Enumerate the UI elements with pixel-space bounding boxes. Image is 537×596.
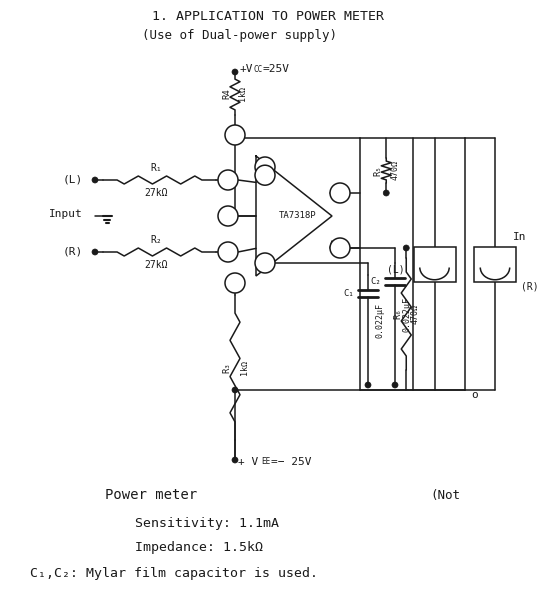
Circle shape: [92, 177, 98, 183]
Text: 6: 6: [225, 247, 231, 257]
Text: 470Ω: 470Ω: [411, 304, 420, 324]
Text: =− 25V: =− 25V: [271, 457, 311, 467]
Text: Sensitivity: 1.1mA: Sensitivity: 1.1mA: [135, 517, 279, 529]
Text: 27kΩ: 27kΩ: [145, 188, 168, 198]
Circle shape: [225, 125, 245, 145]
Circle shape: [232, 387, 238, 393]
Circle shape: [403, 245, 409, 251]
Text: 7: 7: [337, 243, 343, 253]
Text: R4: R4: [222, 88, 231, 99]
Text: (Use of Dual-power supply): (Use of Dual-power supply): [142, 29, 337, 42]
Text: 1kΩ: 1kΩ: [238, 86, 248, 101]
Text: 1kΩ: 1kΩ: [240, 360, 249, 375]
Circle shape: [225, 273, 245, 293]
Bar: [474, 247, 516, 281]
Text: +V: +V: [240, 64, 253, 74]
Text: (L): (L): [387, 264, 404, 274]
Text: TA7318P: TA7318P: [279, 212, 317, 221]
Text: (Not: (Not: [430, 489, 460, 501]
Text: C₁,C₂: Mylar film capacitor is used.: C₁,C₂: Mylar film capacitor is used.: [30, 567, 318, 579]
Text: 470Ω: 470Ω: [391, 160, 400, 181]
Text: 2: 2: [262, 170, 268, 180]
Text: R₅: R₅: [374, 165, 383, 176]
Circle shape: [392, 382, 398, 388]
Text: CC: CC: [253, 64, 262, 73]
Text: 1. APPLICATION TO POWER METER: 1. APPLICATION TO POWER METER: [152, 10, 384, 23]
Circle shape: [330, 183, 350, 203]
Text: power: power: [413, 252, 422, 277]
Text: (L): (L): [63, 175, 83, 185]
Text: 3: 3: [262, 258, 268, 268]
Circle shape: [232, 457, 238, 463]
Text: 0.022μF: 0.022μF: [403, 296, 411, 331]
Text: 0.022μF: 0.022μF: [375, 303, 384, 337]
Circle shape: [218, 206, 238, 226]
Circle shape: [218, 242, 238, 262]
Circle shape: [232, 69, 238, 75]
Text: C₂: C₂: [370, 277, 381, 286]
Polygon shape: [256, 156, 332, 276]
Text: In: In: [513, 231, 527, 241]
Bar: [413, 247, 455, 281]
Text: 27kΩ: 27kΩ: [145, 260, 168, 270]
Text: 1: 1: [225, 211, 231, 221]
Text: + V: + V: [238, 457, 258, 467]
Text: R₁: R₁: [150, 163, 162, 173]
Text: Input: Input: [49, 209, 83, 219]
Text: R₆: R₆: [394, 309, 403, 319]
Text: C₁: C₁: [343, 289, 354, 298]
Text: Impedance: 1.5kΩ: Impedance: 1.5kΩ: [135, 542, 263, 554]
Circle shape: [255, 165, 275, 185]
Circle shape: [92, 249, 98, 255]
Text: o: o: [471, 390, 478, 400]
Circle shape: [365, 382, 371, 388]
Circle shape: [255, 253, 275, 273]
Text: (R): (R): [63, 247, 83, 257]
Text: EE: EE: [261, 458, 270, 467]
Circle shape: [218, 170, 238, 190]
Circle shape: [330, 238, 350, 258]
Circle shape: [255, 157, 275, 177]
Text: 8: 8: [337, 188, 343, 198]
Text: 4: 4: [225, 175, 231, 185]
Circle shape: [383, 190, 389, 196]
Text: (R): (R): [521, 281, 537, 291]
Text: R₂: R₂: [150, 235, 162, 245]
Text: =25V: =25V: [263, 64, 290, 74]
Text: meter: meter: [421, 252, 430, 277]
Text: R₃: R₃: [222, 362, 231, 373]
Text: 5: 5: [232, 278, 238, 288]
Text: Power meter: Power meter: [105, 488, 197, 502]
Text: 2: 2: [262, 162, 268, 172]
Text: 9: 9: [232, 130, 238, 140]
